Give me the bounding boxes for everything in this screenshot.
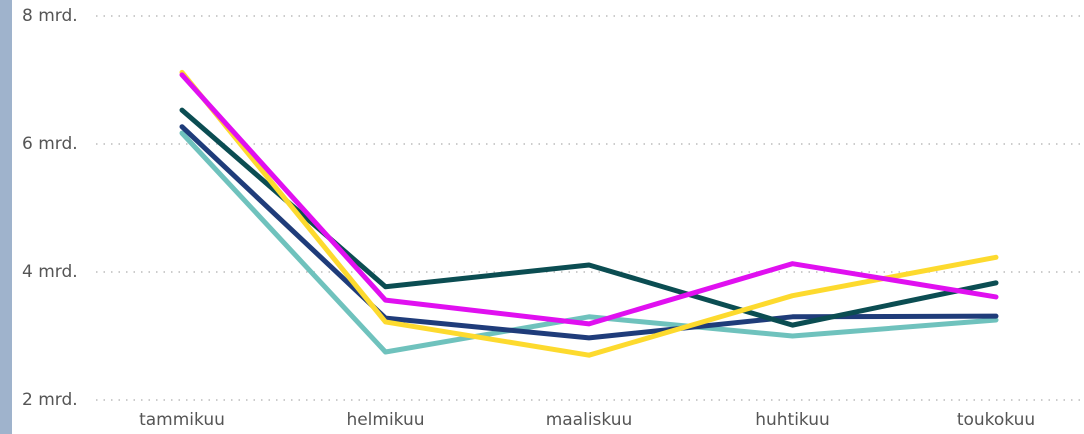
y-tick-label: 2 mrd. [22,390,78,410]
y-tick-label: 6 mrd. [22,134,78,154]
x-tick-label: huhtikuu [755,410,830,430]
series-line [179,69,999,358]
y-tick-label: 8 mrd. [22,6,78,26]
series-line [179,72,999,327]
x-tick-label: maaliskuu [546,410,633,430]
series-line [179,107,999,328]
series-line [179,130,999,355]
y-tick-label: 4 mrd. [22,262,78,282]
x-tick-label: toukokuu [957,410,1035,430]
series-line [179,124,999,341]
x-tick-label: tammikuu [139,410,225,430]
x-tick-label: helmikuu [346,410,424,430]
side-bar [0,0,12,434]
